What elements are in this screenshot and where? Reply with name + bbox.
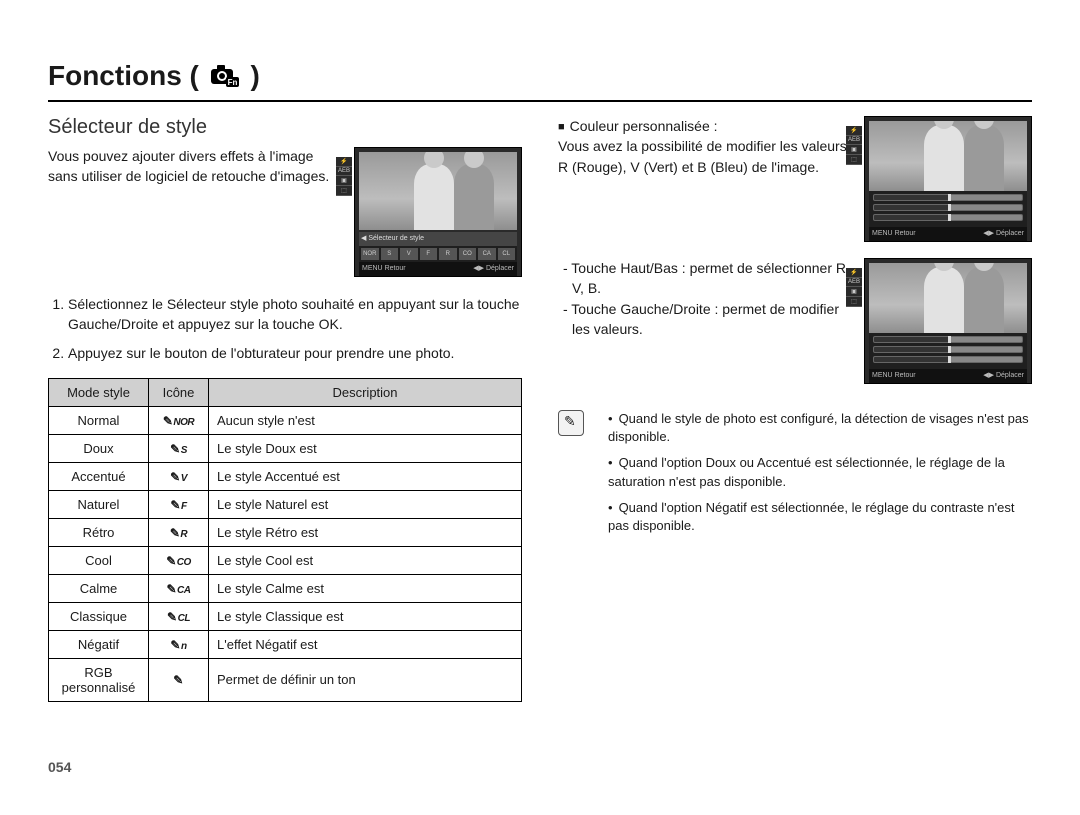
- style-icon: n: [170, 638, 186, 652]
- table-row: Cool CO Le style Cool est: [49, 546, 522, 574]
- style-icon: NOR: [163, 414, 194, 428]
- thumb-footer-left: Retour: [385, 265, 406, 272]
- th-desc: Description: [209, 378, 522, 406]
- thumb-side-icons: ⚡AEB▣⬚: [336, 157, 352, 196]
- cell-icon: NOR: [149, 406, 209, 434]
- cell-icon: CL: [149, 602, 209, 630]
- steps-list: Sélectionnez le Sélecteur style photo so…: [48, 295, 522, 364]
- cell-desc: L'effet Négatif est: [209, 630, 522, 658]
- th-icon: Icône: [149, 378, 209, 406]
- style-icon: [173, 673, 184, 687]
- control-line: - Touche Haut/Bas : permet de sélec­tion…: [558, 258, 852, 299]
- note-icon: [558, 410, 584, 436]
- custom-color-body: Vous avez la possibilité de modifier les…: [558, 138, 847, 174]
- thumb-side-icons: ⚡AEB▣⬚: [846, 126, 862, 165]
- page-title: Fonctions ( Fn ): [48, 60, 1032, 102]
- table-row: RGB personnalisé Permet de définir un ton: [49, 658, 522, 701]
- custom-color-block: Couleur personnalisée : Vous avez la pos…: [558, 116, 852, 242]
- cell-mode: Cool: [49, 546, 149, 574]
- table-row: Rétro R Le style Rétro est: [49, 518, 522, 546]
- style-icon: S: [170, 442, 187, 456]
- table-row: Classique CL Le style Classique est: [49, 602, 522, 630]
- preview-thumb-rgb-2: ⚡AEB▣⬚ MENU Retour ◀▶ Déplacer: [864, 258, 1032, 384]
- note-list: Quand le style de photo est configuré, l…: [594, 410, 1032, 543]
- cell-mode: Rétro: [49, 518, 149, 546]
- cell-desc: Le style Rétro est: [209, 518, 522, 546]
- style-table: Mode style Icône Description Normal NOR Au…: [48, 378, 522, 702]
- camera-fn-icon: Fn: [211, 62, 239, 94]
- note-item: Quand l'option Négatif est sélectionnée,…: [608, 499, 1032, 535]
- cell-mode: Accentué: [49, 462, 149, 490]
- style-icon: CO: [166, 554, 191, 568]
- cell-icon: [149, 658, 209, 701]
- style-icon: R: [170, 526, 187, 540]
- controls-block: - Touche Haut/Bas : permet de sélec­tion…: [558, 258, 852, 384]
- custom-color-title: Couleur personnalisée :: [558, 118, 718, 134]
- style-icon: V: [170, 470, 187, 484]
- table-row: Négatif n L'effet Négatif est: [49, 630, 522, 658]
- cell-desc: Le style Accentué est: [209, 462, 522, 490]
- title-suffix: ): [250, 60, 259, 91]
- note-item: Quand l'option Doux ou Accentué est séle…: [608, 454, 1032, 490]
- table-row: Accentué V Le style Accentué est: [49, 462, 522, 490]
- page-number: 054: [48, 759, 71, 775]
- cell-icon: S: [149, 434, 209, 462]
- thumb-label: Sélecteur de style: [368, 235, 424, 242]
- style-icon: CA: [166, 582, 190, 596]
- rgb-bars: [869, 333, 1027, 369]
- style-icon: CL: [167, 610, 190, 624]
- style-icon: F: [170, 498, 186, 512]
- cell-desc: Aucun style n'est: [209, 406, 522, 434]
- preview-thumb-style: ⚡AEB▣⬚ ◀ Sélecteur de style NORSVFRCOCAC…: [354, 147, 522, 277]
- preview-thumb-rgb-1: ⚡AEB▣⬚ MENU Retour ◀▶ Déplacer: [864, 116, 1032, 242]
- cell-icon: CA: [149, 574, 209, 602]
- cell-mode: Normal: [49, 406, 149, 434]
- cell-icon: V: [149, 462, 209, 490]
- title-prefix: Fonctions (: [48, 60, 199, 91]
- table-row: Naturel F Le style Naturel est: [49, 490, 522, 518]
- thumb-footer-right: Déplacer: [486, 265, 514, 272]
- cell-desc: Le style Classique est: [209, 602, 522, 630]
- subheading-style-selector: Sélecteur de style: [48, 116, 522, 139]
- cell-desc: Permet de définir un ton: [209, 658, 522, 701]
- step-item: Sélectionnez le Sélecteur style photo so…: [68, 295, 522, 334]
- cell-desc: Le style Doux est: [209, 434, 522, 462]
- control-line: - Touche Gauche/Droite : permet de modif…: [558, 299, 852, 340]
- cell-mode: Doux: [49, 434, 149, 462]
- note-box: Quand le style de photo est configuré, l…: [558, 410, 1032, 543]
- th-mode: Mode style: [49, 378, 149, 406]
- intro-paragraph: Vous pouvez ajouter divers effets à l'im…: [48, 147, 342, 186]
- cell-desc: Le style Calme est: [209, 574, 522, 602]
- cell-desc: Le style Cool est: [209, 546, 522, 574]
- cell-desc: Le style Naturel est: [209, 490, 522, 518]
- cell-icon: F: [149, 490, 209, 518]
- cell-mode: Naturel: [49, 490, 149, 518]
- cell-mode: Classique: [49, 602, 149, 630]
- thumb-side-icons: ⚡AEB▣⬚: [846, 268, 862, 307]
- cell-mode: Négatif: [49, 630, 149, 658]
- table-row: Doux S Le style Doux est: [49, 434, 522, 462]
- table-row: Calme CA Le style Calme est: [49, 574, 522, 602]
- cell-icon: R: [149, 518, 209, 546]
- thumb-style-icons: NORSVFRCOCACL: [359, 246, 517, 262]
- step-item: Appuyez sur le bouton de l'obturateur po…: [68, 344, 522, 364]
- note-item: Quand le style de photo est configuré, l…: [608, 410, 1032, 446]
- cell-mode: Calme: [49, 574, 149, 602]
- rgb-bars: [869, 191, 1027, 227]
- svg-text:Fn: Fn: [227, 78, 237, 87]
- cell-icon: CO: [149, 546, 209, 574]
- cell-icon: n: [149, 630, 209, 658]
- cell-mode: RGB personnalisé: [49, 658, 149, 701]
- table-row: Normal NOR Aucun style n'est: [49, 406, 522, 434]
